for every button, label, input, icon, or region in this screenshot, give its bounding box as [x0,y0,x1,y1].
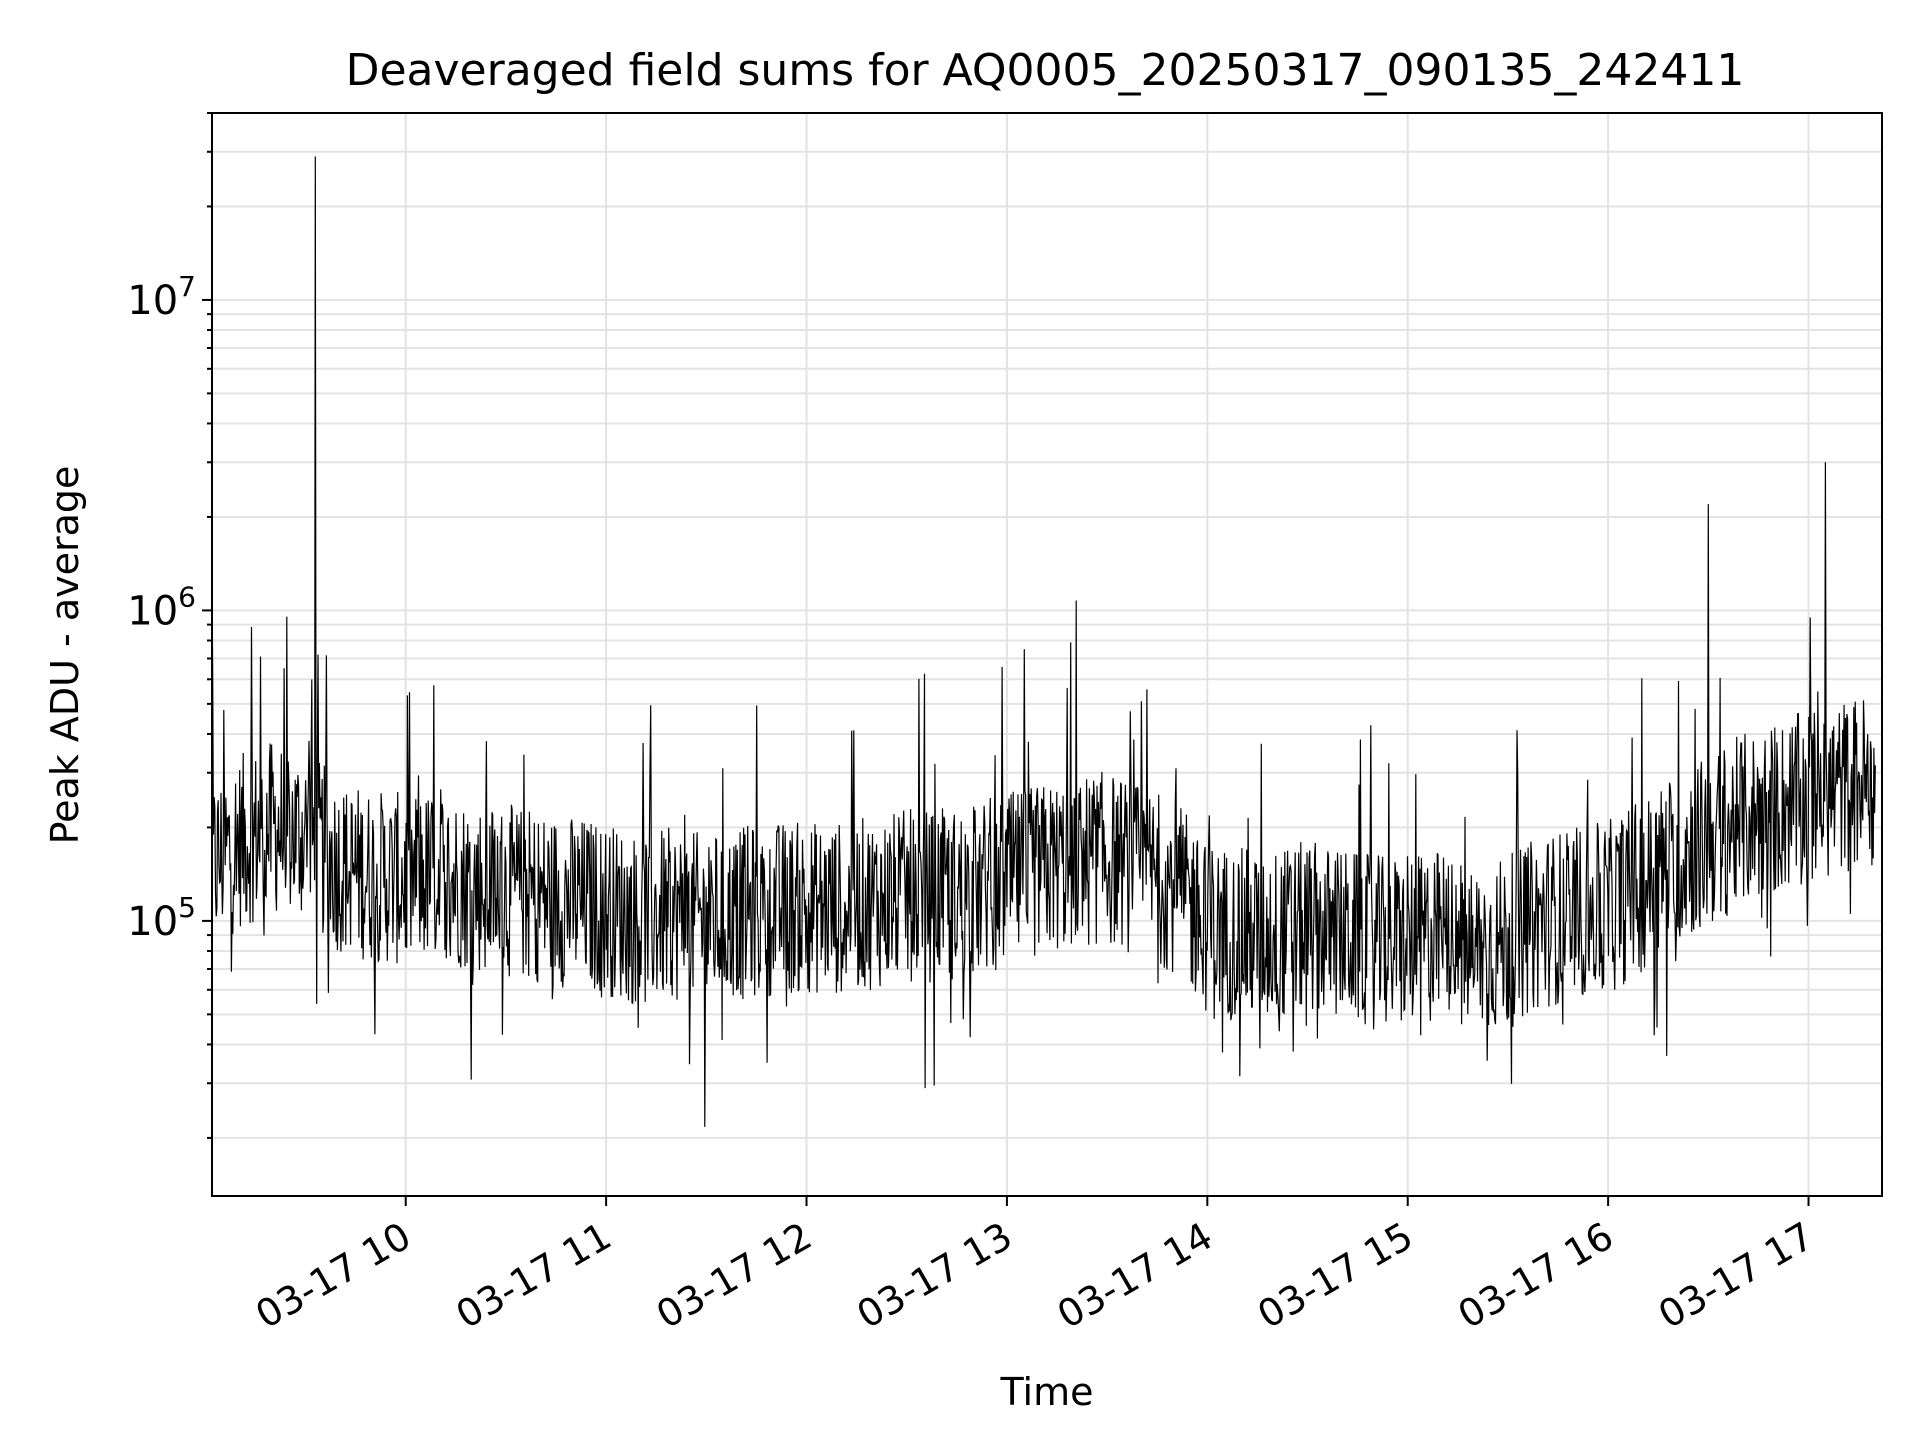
series-group [211,156,1876,1127]
plot-frame [211,112,1883,1197]
x-axis-label: Time [1000,1370,1094,1414]
chart-title: Deaveraged field sums for AQ0005_2025031… [346,45,1745,96]
y-axis-label: Peak ADU - average [43,466,87,845]
y-tick-label: 107 [127,270,196,324]
grid [212,112,1882,1196]
y-axis: 105 106 107 [127,112,212,1139]
y-tick-label: 106 [127,580,196,634]
y-tick-label: 105 [127,891,196,945]
series-line [211,156,1876,1127]
